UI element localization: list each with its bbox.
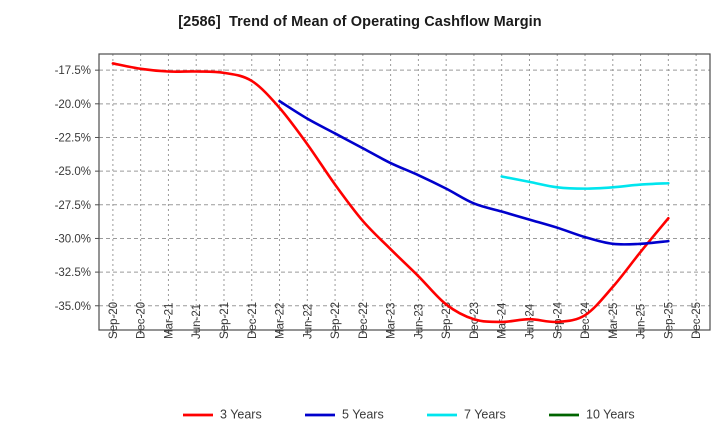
x-axis-tick-label: Jun-22 [302, 304, 314, 339]
x-axis-tick-label: Jun-24 [524, 303, 536, 339]
y-axis-tick-label: -35.0% [55, 301, 91, 313]
x-axis-tick-label: Sep-23 [441, 302, 453, 339]
x-axis-tick-label: Mar-24 [497, 302, 509, 339]
horizontal-gridlines [99, 69, 710, 307]
y-axis-tick-label: -25.0% [55, 166, 91, 178]
x-axis-tick-label: Mar-25 [608, 303, 620, 339]
y-axis-tick-label: -17.5% [55, 65, 91, 77]
series-line-5-years [278, 99, 670, 246]
x-axis-tick-label: Jun-23 [413, 304, 425, 339]
y-axis-tick-label: -27.5% [55, 200, 91, 212]
x-axis-tick-label: Mar-21 [163, 303, 175, 339]
x-axis-tick-label: Mar-23 [386, 303, 398, 339]
x-axis-tick-label: Sep-24 [552, 301, 564, 339]
vertical-gridlines [112, 54, 697, 334]
legend-label-3-years[interactable]: 3 Years [220, 407, 262, 421]
x-axis-tick-label: Dec-22 [358, 302, 370, 339]
chart-title: [2586] Trend of Mean of Operating Cashfl… [178, 14, 542, 30]
x-axis-tick-label: Sep-25 [663, 302, 675, 339]
series-line-3-years [111, 62, 670, 324]
x-axis-tick-label: Dec-20 [136, 302, 148, 339]
y-axis-tick-label: -30.0% [55, 233, 91, 245]
y-axis-tick-labels: -17.5% -20.0% -22.5% -25.0% -27.5% -30.0% -32.… [55, 65, 99, 313]
x-axis-tick-label: Sep-22 [330, 302, 342, 339]
legend-label-7-years[interactable]: 7 Years [464, 407, 506, 421]
series-line-7-years [500, 175, 670, 190]
x-axis-tick-label: Sep-20 [108, 302, 120, 339]
x-axis-tick-label: Jun-21 [191, 304, 203, 339]
x-axis-tick-label: Dec-21 [247, 302, 259, 339]
plot-frame [98, 53, 711, 331]
series-lines [111, 62, 670, 324]
y-axis-tick-label: -20.0% [55, 99, 91, 111]
x-axis-tick-label: Dec-24 [580, 301, 592, 339]
x-axis-tick-labels: Sep-20 Dec-20 Mar-21 Jun-21 Sep-21 Dec-21 Mar-… [108, 301, 703, 339]
x-axis-tick-label: Jun-25 [636, 304, 648, 339]
x-axis-tick-label: Dec-25 [691, 302, 703, 339]
y-axis-tick-label: -32.5% [55, 267, 91, 279]
legend-label-5-years[interactable]: 5 Years [342, 407, 384, 421]
chart-legend: 3 Years 5 Years 7 Years 10 Years [183, 407, 635, 421]
x-axis-tick-label: Sep-21 [219, 302, 231, 339]
y-axis-tick-label: -22.5% [55, 132, 91, 144]
legend-label-10-years[interactable]: 10 Years [586, 407, 635, 421]
x-axis-tick-label: Mar-22 [275, 303, 287, 339]
